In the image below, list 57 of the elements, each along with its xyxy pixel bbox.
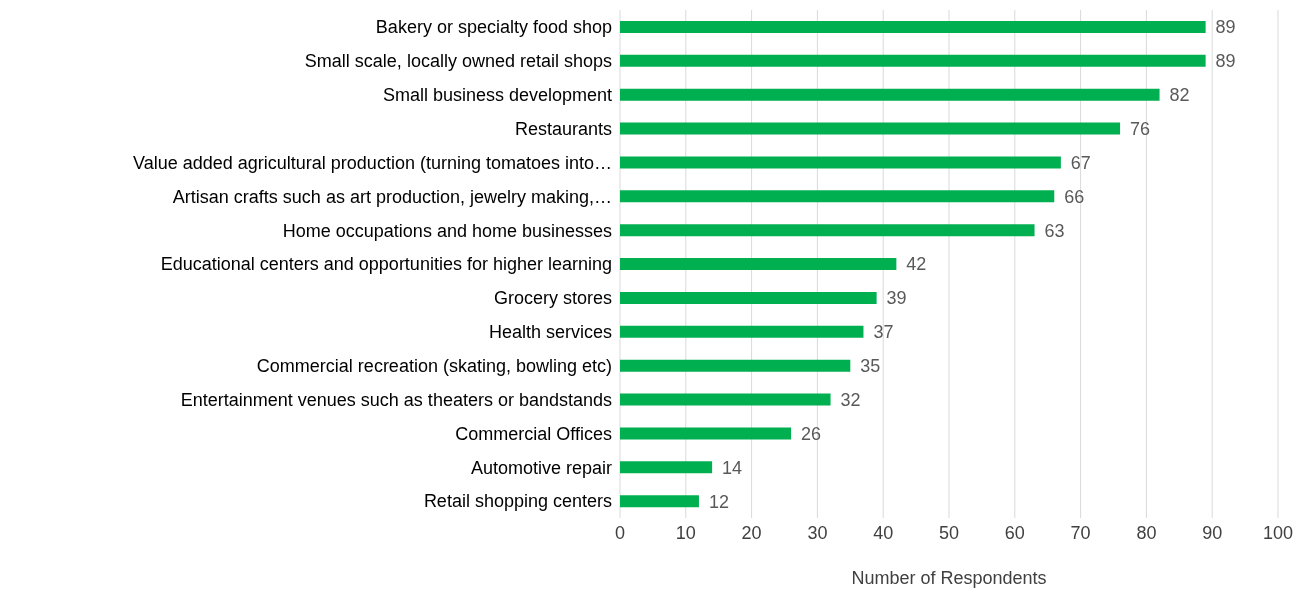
x-tick-label: 40 bbox=[873, 522, 894, 543]
data-label: 39 bbox=[886, 288, 907, 309]
x-tick-label: 70 bbox=[1070, 522, 1091, 543]
y-tick-label: Entertainment venues such as theaters or bandstands bbox=[180, 389, 612, 410]
x-tick-label: 50 bbox=[938, 522, 960, 543]
bar bbox=[620, 54, 1206, 67]
data-label: 32 bbox=[840, 389, 861, 410]
bar bbox=[620, 325, 864, 338]
y-tick-label: Grocery stores bbox=[493, 288, 612, 309]
data-label: 63 bbox=[1044, 220, 1065, 241]
data-label: 89 bbox=[1215, 51, 1236, 72]
x-tick-label: 20 bbox=[741, 522, 762, 543]
x-tick-label: 100 bbox=[1262, 522, 1294, 543]
y-tick-label: Commercial recreation (skating, bowling etc) bbox=[256, 355, 612, 376]
bar bbox=[620, 88, 1160, 101]
data-label: 12 bbox=[708, 491, 729, 512]
x-tick-label: 80 bbox=[1136, 522, 1157, 543]
x-tick-label: 90 bbox=[1202, 522, 1223, 543]
bar bbox=[620, 190, 1055, 203]
data-label: 14 bbox=[722, 457, 743, 478]
bar bbox=[620, 156, 1061, 169]
data-label: 89 bbox=[1215, 17, 1236, 38]
y-tick-label: Commercial Offices bbox=[455, 423, 612, 444]
y-tick-label: Small scale, locally owned retail shops bbox=[304, 51, 612, 72]
y-tick-label: Educational centers and opportunities for higher learning bbox=[160, 254, 612, 275]
x-tick-label: 0 bbox=[614, 522, 626, 543]
bar bbox=[620, 461, 713, 474]
y-tick-label: Artisan crafts such as art production, jewelry making,… bbox=[172, 186, 612, 207]
data-label: 42 bbox=[906, 254, 927, 275]
bar bbox=[620, 495, 699, 508]
y-tick-label: Health services bbox=[488, 322, 612, 343]
x-tick-label: 30 bbox=[807, 522, 828, 543]
data-label: 35 bbox=[860, 356, 881, 377]
bar bbox=[620, 21, 1206, 33]
x-tick-label: 60 bbox=[1004, 522, 1025, 543]
bar bbox=[620, 359, 851, 372]
x-tick-label: 10 bbox=[675, 522, 696, 543]
y-tick-label: Restaurants bbox=[514, 118, 612, 139]
y-tick-label: Bakery or specialty food shop bbox=[375, 17, 612, 38]
data-label: 37 bbox=[873, 322, 894, 343]
data-label: 26 bbox=[801, 423, 822, 444]
y-tick-label: Retail shopping centers bbox=[423, 491, 612, 512]
bar bbox=[620, 122, 1121, 135]
y-tick-label: Home occupations and home businesses bbox=[282, 220, 612, 241]
bar bbox=[620, 258, 897, 271]
bar bbox=[620, 291, 877, 304]
y-tick-label: Small business development bbox=[382, 85, 612, 106]
x-axis-title: Number of Respondents bbox=[851, 568, 1047, 588]
data-label: 82 bbox=[1169, 85, 1190, 106]
bar bbox=[620, 224, 1035, 237]
y-tick-label: Value added agricultural production (turning tomatoes into… bbox=[133, 152, 612, 173]
bar bbox=[620, 427, 792, 440]
data-label: 76 bbox=[1130, 118, 1151, 139]
data-label: 67 bbox=[1070, 152, 1091, 173]
data-label: 66 bbox=[1064, 186, 1085, 207]
bar bbox=[620, 393, 831, 406]
y-tick-label: Automotive repair bbox=[470, 457, 612, 478]
